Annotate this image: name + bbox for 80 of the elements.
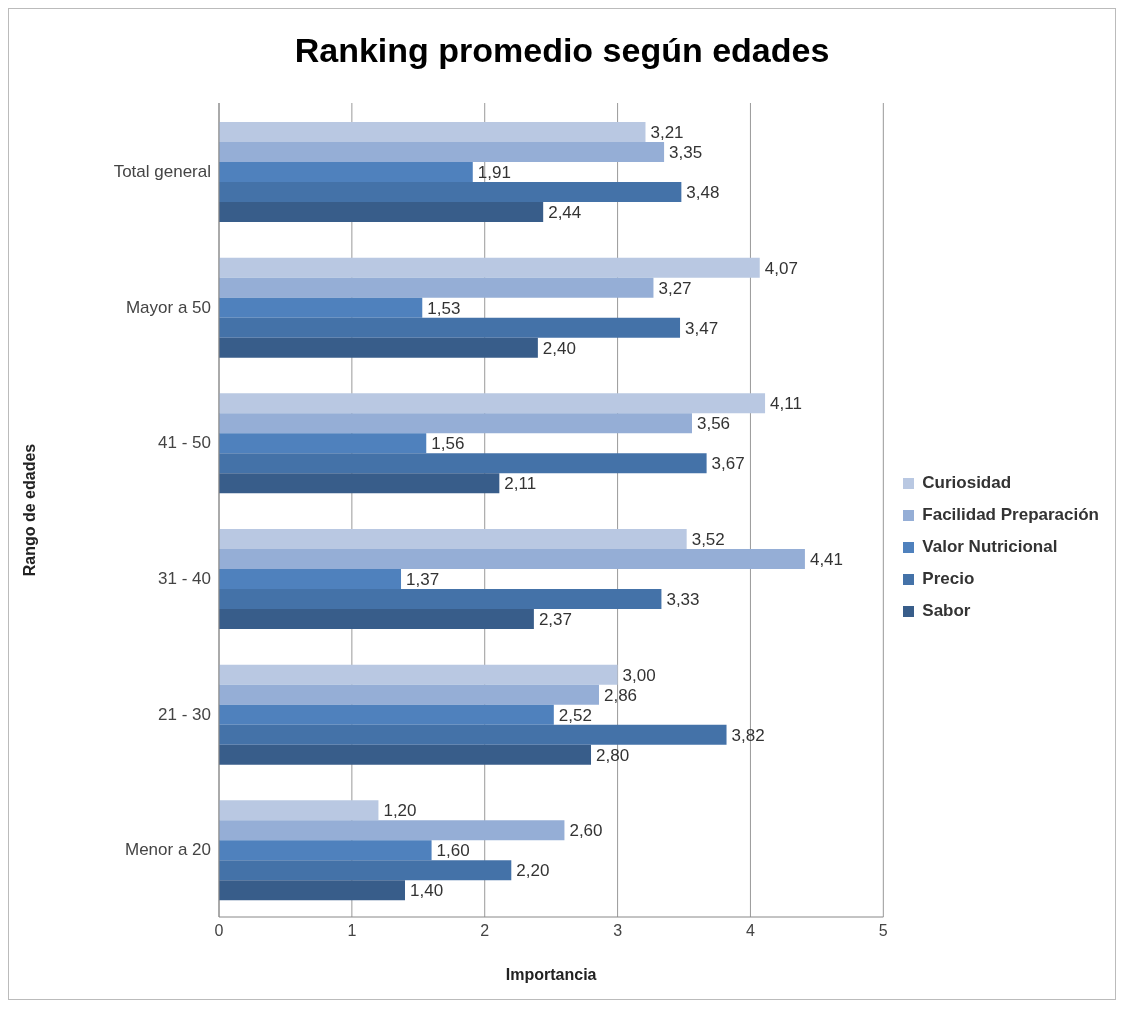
data-label: 1,40 [410, 881, 444, 901]
bar [219, 317, 681, 338]
data-label: 1,91 [477, 163, 511, 183]
data-label: 2,37 [538, 610, 572, 630]
bar [219, 257, 760, 278]
x-tick-label: 3 [613, 922, 623, 940]
y-tick-label: 31 - 40 [158, 568, 211, 588]
y-tick-label: Mayor a 50 [125, 297, 211, 317]
bar [219, 201, 544, 222]
data-label: 1,56 [431, 434, 465, 454]
data-label: 2,40 [542, 338, 576, 358]
bar [219, 704, 554, 725]
data-label: 2,11 [504, 474, 537, 494]
data-label: 3,52 [691, 530, 725, 550]
bar [219, 684, 599, 705]
bar [219, 588, 662, 609]
data-label: 3,82 [731, 725, 765, 745]
data-label: 2,86 [603, 685, 638, 705]
x-tick-label: 2 [480, 922, 490, 940]
data-label: 2,80 [596, 745, 630, 765]
bar [219, 413, 692, 434]
data-label: 4,41 [809, 550, 844, 570]
bar [219, 744, 592, 765]
chart-title: Ranking promedio según edades [293, 31, 831, 71]
data-label: 3,47 [685, 318, 719, 338]
data-label: 3,56 [696, 414, 731, 434]
x-axis-title: Importancia [505, 966, 597, 984]
data-label: 1,60 [436, 841, 470, 861]
bar [219, 433, 427, 454]
bar [219, 548, 805, 569]
bar [219, 608, 534, 629]
bar [219, 277, 654, 298]
y-tick-label: Menor a 20 [125, 840, 211, 860]
bar [219, 568, 402, 589]
legend-label: Precio [922, 569, 975, 589]
data-label: 3,48 [686, 183, 720, 203]
data-label: 4,11 [770, 394, 802, 414]
bar [219, 121, 646, 142]
y-tick-label: Total general [113, 161, 211, 181]
data-label: 1,53 [427, 298, 461, 318]
data-label: 3,35 [669, 143, 703, 163]
data-label: 2,60 [569, 821, 603, 841]
bar [219, 393, 766, 414]
bar [219, 528, 687, 549]
data-label: 3,00 [622, 665, 656, 685]
x-tick-label: 1 [347, 922, 357, 940]
legend-label: Sabor [922, 601, 971, 621]
bar [219, 141, 665, 162]
data-label: 3,33 [666, 590, 700, 610]
legend-label: Curiosidad [922, 473, 1012, 493]
bar [219, 820, 565, 841]
x-tick-label: 0 [214, 922, 224, 940]
bar [219, 664, 618, 685]
bar [219, 297, 423, 318]
data-label: 3,67 [711, 454, 745, 474]
bar [219, 473, 500, 494]
data-label: 3,21 [650, 123, 684, 143]
y-tick-label: 41 - 50 [158, 433, 211, 453]
legend-label: Valor Nutricional [922, 537, 1058, 557]
data-label: 1,37 [406, 570, 440, 590]
data-label: 3,27 [658, 278, 692, 298]
bar [219, 880, 406, 901]
bar [219, 800, 379, 821]
bar [219, 337, 538, 358]
bar [219, 840, 432, 861]
bar [219, 453, 707, 474]
bar [219, 161, 473, 182]
data-label: 4,07 [764, 258, 798, 278]
bar [219, 860, 512, 881]
bar [219, 724, 727, 745]
data-label: 2,52 [558, 705, 592, 725]
bar [219, 181, 682, 202]
y-tick-label: 21 - 30 [158, 704, 211, 724]
x-tick-label: 5 [878, 922, 888, 940]
legend-label: Facilidad Preparación [922, 505, 1099, 525]
data-label: 2,20 [516, 861, 550, 881]
data-label: 1,20 [383, 801, 417, 821]
x-tick-label: 4 [746, 922, 755, 940]
data-label: 2,44 [548, 203, 582, 223]
y-axis-title: Rango de edades [20, 443, 38, 577]
